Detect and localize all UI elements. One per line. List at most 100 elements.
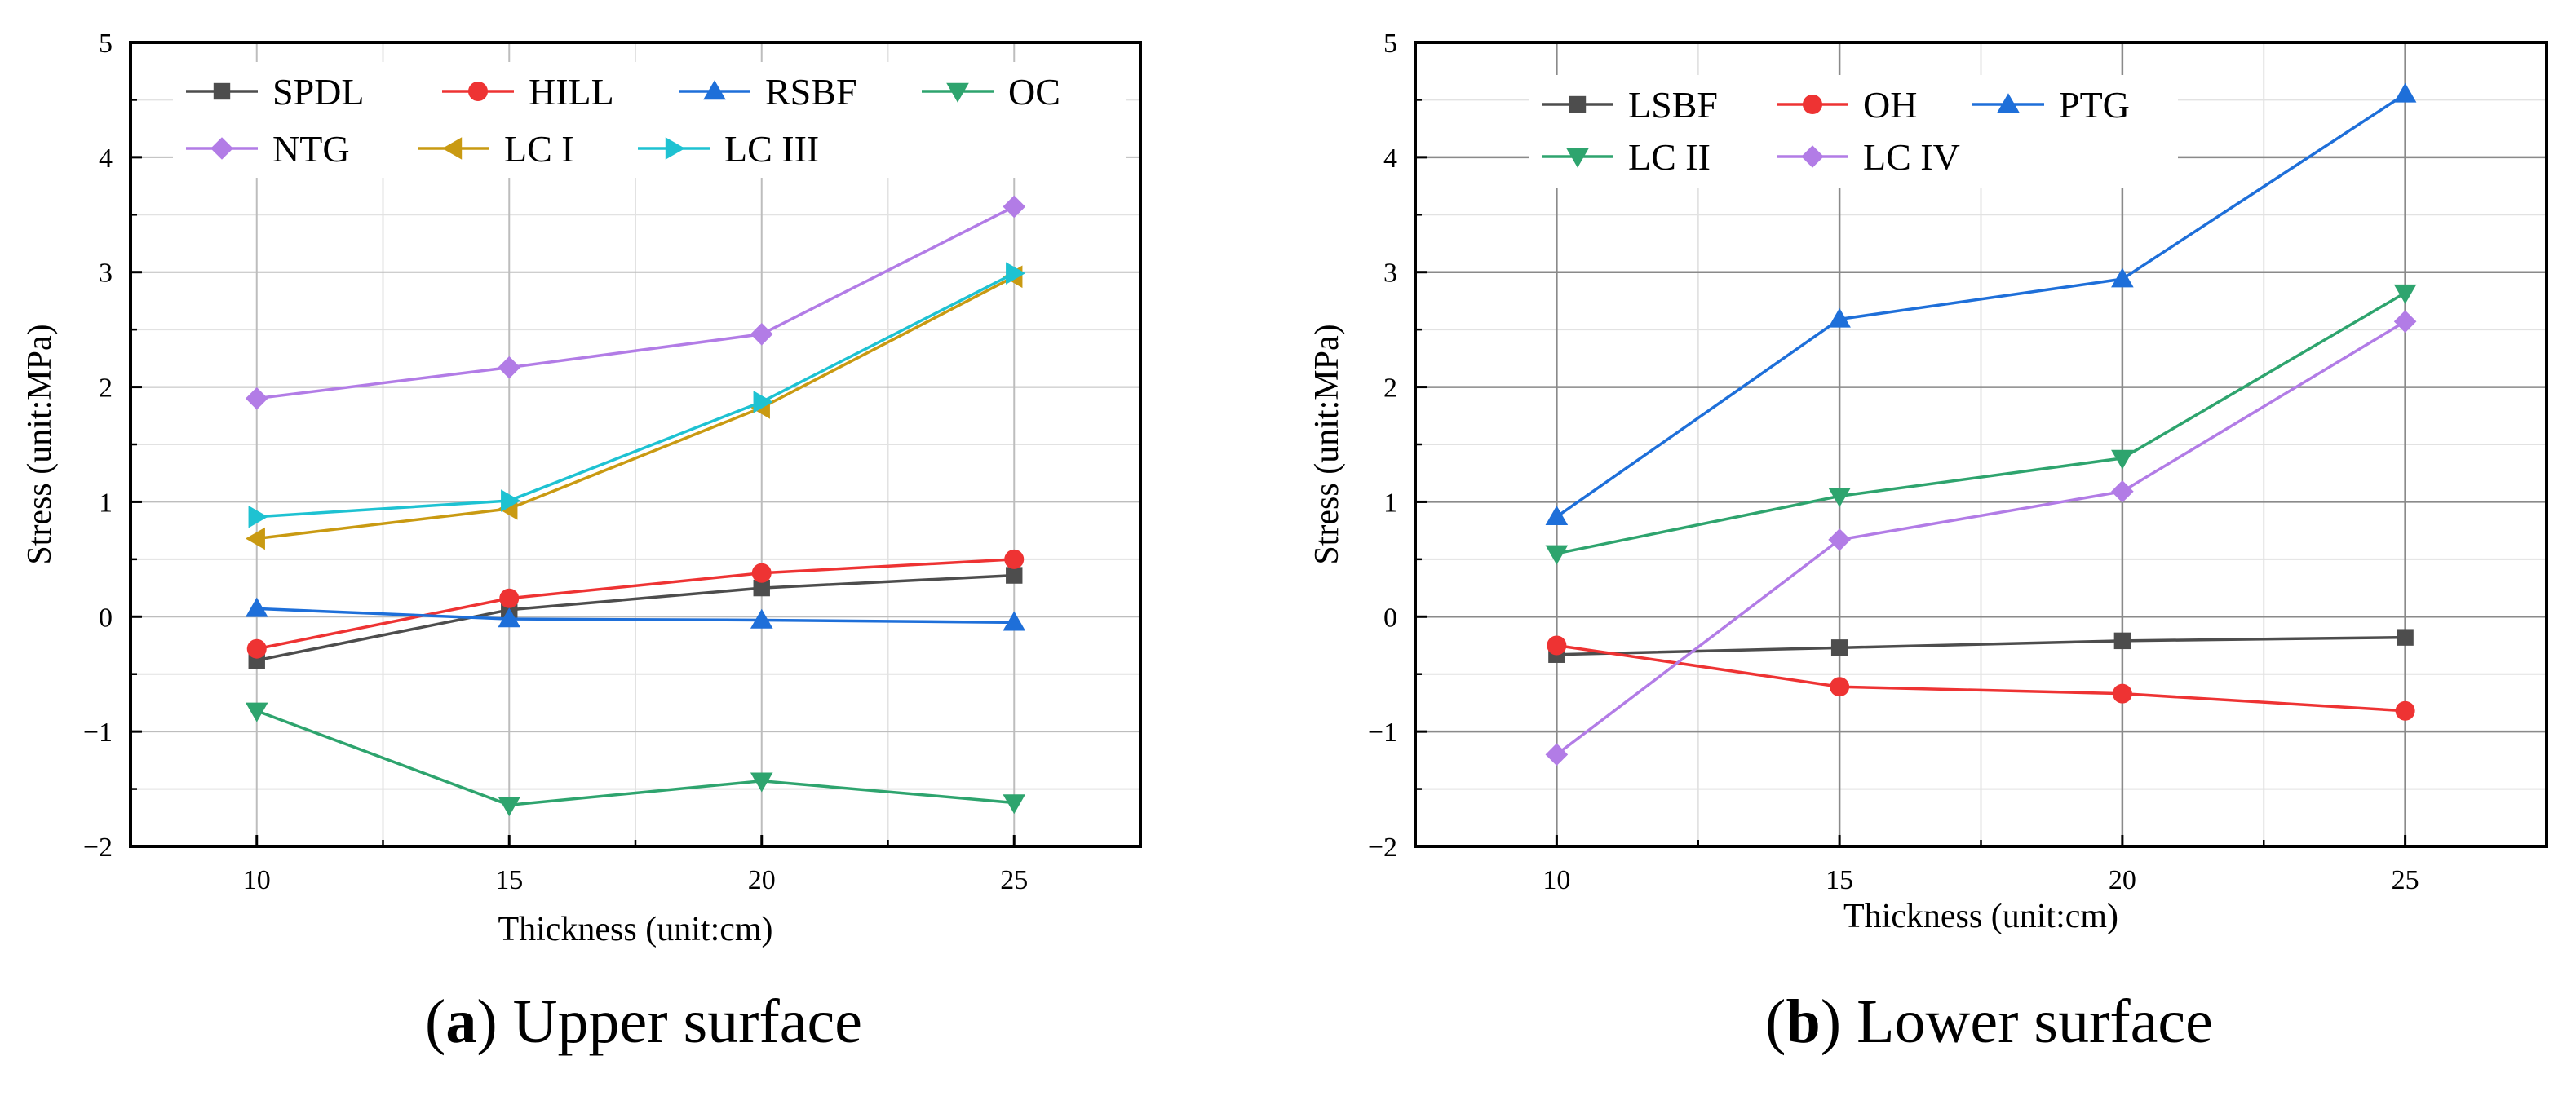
y-tick-label: 1	[99, 488, 113, 518]
caption-open-paren: (	[425, 987, 445, 1056]
data-point	[245, 597, 268, 617]
data-point	[2393, 82, 2417, 103]
caption-close-paren: )	[476, 987, 497, 1056]
series-line	[1556, 643, 2406, 713]
data-point	[1545, 743, 1569, 766]
series-line	[256, 558, 1015, 651]
caption-close-paren: )	[1821, 987, 1841, 1056]
data-point	[501, 489, 521, 512]
data-point	[1003, 794, 1026, 815]
x-tick-label: 25	[1000, 865, 1028, 895]
series-lsbf	[1548, 629, 2414, 663]
caption-text: Upper surface	[498, 987, 862, 1056]
y-tick-label: 5	[99, 29, 113, 59]
series-line	[1556, 320, 2406, 756]
data-point	[245, 702, 268, 722]
legend-marker	[442, 137, 463, 160]
data-point	[1828, 528, 1851, 551]
legend-label: LC II	[1628, 136, 1711, 178]
legend-label: OH	[1863, 84, 1917, 126]
series-lc-iii	[248, 262, 1026, 528]
legend-entry-lc-iv: LC IV	[1777, 136, 1960, 178]
y-tick-label: 3	[1383, 258, 1397, 289]
x-tick-label: 20	[2109, 865, 2136, 895]
series-lc-iv	[1545, 310, 2417, 766]
data-point	[1545, 545, 1569, 565]
data-point	[753, 391, 773, 413]
data-point	[2111, 449, 2134, 470]
legend-marker	[1569, 95, 1587, 113]
legend-marker	[210, 137, 233, 160]
data-point	[2397, 629, 2414, 646]
series-hill	[246, 549, 1025, 659]
y-tick-label: −2	[1368, 833, 1397, 863]
data-point	[1828, 307, 1851, 328]
series-oh	[1547, 635, 2415, 721]
chart-panel-a: −2 −1 0 1 2 3 4 5 10 15 20 25 Thickness (unit:cm) Str…	[21, 29, 1142, 1056]
legend-entry-rsbf: RSBF	[679, 71, 857, 113]
panel-caption: (b) Lower surface	[1765, 987, 2213, 1056]
y-tick-label: 2	[99, 373, 113, 404]
legend-entry-oc: OC	[922, 71, 1060, 113]
series-line	[1556, 635, 2406, 656]
legend-background	[173, 62, 1126, 178]
caption-letter: b	[1786, 987, 1820, 1056]
data-point	[1828, 488, 1851, 508]
data-point	[1830, 677, 1850, 697]
data-point	[246, 638, 267, 659]
legend-entry-lc-iii: LC III	[638, 128, 819, 170]
legend-entry-spdl: SPDL	[186, 71, 364, 113]
legend-marker	[946, 82, 969, 103]
data-point	[750, 322, 773, 346]
series-line	[256, 607, 1015, 625]
legend-marker	[1566, 148, 1589, 168]
chart-panel-b: −2 −1 0 1 2 3 4 5 10 15 20 25 Thickness (unit:cm) Str…	[1308, 29, 2548, 1056]
data-point	[2393, 284, 2417, 304]
series-lc-i	[245, 265, 1023, 550]
y-tick-label: −1	[1368, 718, 1397, 748]
data-point	[2395, 700, 2415, 721]
series-line	[1556, 92, 2406, 519]
legend-marker	[665, 137, 685, 160]
y-axis-title: Stress (unit:MPa)	[1308, 324, 1346, 564]
legend-label: SPDL	[272, 71, 364, 113]
legend-label: OC	[1008, 71, 1060, 113]
series-ntg	[245, 195, 1026, 410]
series-line	[1556, 291, 2406, 555]
y-tick-label: −2	[83, 833, 113, 863]
y-tick-label: 1	[1383, 488, 1397, 518]
legend-label: RSBF	[765, 71, 857, 113]
data-point	[499, 588, 520, 608]
legend-marker	[1997, 93, 2020, 113]
data-point	[2113, 632, 2131, 650]
series-line	[256, 205, 1016, 400]
data-point	[245, 527, 265, 550]
legend-label: LC III	[724, 128, 819, 170]
data-point	[753, 579, 770, 597]
legend-entry-oh: OH	[1777, 84, 1917, 126]
data-point	[245, 387, 268, 410]
data-point	[498, 607, 521, 628]
legend-label: LC IV	[1863, 136, 1960, 178]
legend-entry-hill: HILL	[442, 71, 614, 113]
y-tick-label: 4	[99, 144, 113, 174]
data-point	[1003, 611, 1026, 631]
caption-open-paren: (	[1765, 987, 1786, 1056]
y-tick-label: 4	[1383, 144, 1397, 174]
series-spdl	[248, 567, 1023, 669]
x-tick-label: 25	[2392, 865, 2419, 895]
legend-marker	[1801, 145, 1824, 168]
series-line	[256, 573, 1015, 662]
series-line	[256, 709, 1015, 807]
data-point	[2112, 683, 2132, 704]
data-point	[2111, 267, 2134, 288]
legend-entry-lc-ii: LC II	[1542, 136, 1711, 178]
data-point	[1547, 635, 1567, 656]
legend-marker	[1803, 95, 1822, 114]
y-tick-label: 3	[99, 258, 113, 289]
x-tick-label: 10	[1543, 865, 1570, 895]
y-tick-label: 0	[1383, 603, 1397, 633]
legend-entry-lc-i: LC I	[418, 128, 574, 170]
series-oc	[245, 702, 1026, 817]
